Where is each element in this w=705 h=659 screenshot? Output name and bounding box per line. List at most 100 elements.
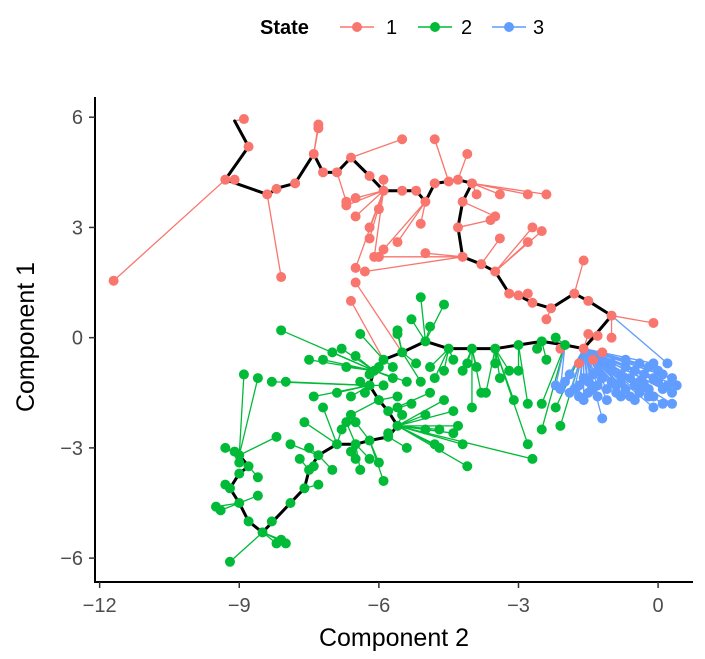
point-state-2-67 [359, 387, 370, 398]
point-state-2-109 [536, 424, 547, 435]
point-state-2-20 [397, 347, 408, 358]
point-state-2-87 [448, 354, 459, 365]
point-state-1-29 [527, 297, 538, 308]
point-state-1-54 [522, 237, 533, 248]
point-state-1-32 [583, 295, 594, 306]
point-state-3-11 [597, 373, 608, 384]
point-state-2-130 [392, 402, 403, 413]
point-state-2-23 [466, 343, 477, 354]
point-state-2-92 [448, 406, 459, 417]
point-state-2-84 [425, 362, 436, 373]
point-state-2-105 [508, 395, 519, 406]
point-state-2-93 [452, 420, 463, 431]
point-state-3-37 [662, 380, 673, 391]
connector-1-42 [573, 260, 585, 294]
legend: State 1 2 3 [260, 17, 544, 39]
point-state-1-11 [331, 167, 342, 178]
point-state-2-46 [313, 479, 324, 490]
connector-1-62 [355, 190, 384, 217]
point-state-2-26 [536, 336, 547, 347]
point-state-1-20 [452, 174, 463, 185]
point-state-2-81 [406, 398, 417, 409]
point-state-1-19 [443, 176, 454, 187]
point-state-2-9 [313, 450, 324, 461]
point-state-2-108 [550, 402, 561, 413]
point-state-1-1 [220, 174, 231, 185]
connector-1-34 [611, 314, 654, 324]
point-state-2-24 [490, 343, 501, 354]
point-state-2-37 [215, 505, 226, 516]
point-state-1-25 [476, 259, 487, 270]
x-tick-label-3: −3 [507, 595, 530, 617]
point-state-3-20 [620, 362, 631, 373]
point-state-3-10 [592, 391, 603, 402]
point-state-2-68 [345, 409, 356, 420]
point-state-2-94 [434, 424, 445, 435]
point-state-2-69 [341, 417, 352, 428]
point-state-1-7 [308, 148, 319, 159]
point-state-3-46 [564, 387, 575, 398]
point-state-3-18 [615, 376, 626, 387]
point-state-1-38 [578, 343, 589, 354]
connector-1-70 [383, 201, 426, 250]
point-state-1-39 [597, 347, 608, 358]
point-state-2-48 [304, 442, 315, 453]
connector-2-43 [290, 443, 319, 456]
point-state-2-128 [387, 362, 398, 373]
point-state-2-129 [397, 409, 408, 420]
point-state-3-7 [583, 376, 594, 387]
point-state-1-18 [429, 178, 440, 189]
point-state-2-111 [527, 453, 538, 464]
point-state-2-118 [392, 325, 403, 336]
point-state-3-41 [671, 380, 682, 391]
point-state-2-89 [471, 362, 482, 373]
point-state-1-73 [350, 262, 361, 273]
point-state-3-53 [657, 398, 668, 409]
point-state-1-69 [392, 237, 403, 248]
point-state-2-14 [392, 420, 403, 431]
connector-1-45 [457, 219, 491, 229]
point-state-1-57 [462, 148, 473, 159]
point-state-1-14 [378, 185, 389, 196]
point-state-1-40 [587, 354, 598, 365]
point-state-3-43 [667, 398, 678, 409]
point-state-2-126 [364, 369, 375, 380]
point-state-2-88 [462, 358, 473, 369]
point-state-3-40 [667, 387, 678, 398]
connector-1-46 [480, 238, 501, 265]
point-state-1-33 [606, 310, 617, 321]
point-state-2-79 [392, 391, 403, 402]
point-state-2-53 [327, 347, 338, 358]
point-state-1-61 [373, 204, 384, 215]
point-state-2-102 [494, 373, 505, 384]
connector-1-63 [346, 190, 384, 206]
legend-entry-2: 2 [418, 17, 472, 39]
point-state-2-34 [252, 490, 263, 501]
point-state-2-125 [387, 373, 398, 384]
point-state-3-52 [643, 391, 654, 402]
point-state-2-121 [513, 365, 524, 376]
point-state-1-50 [522, 189, 533, 200]
legend-key-point-2 [430, 22, 440, 32]
point-state-2-22 [443, 343, 454, 354]
point-state-2-63 [318, 402, 329, 413]
point-state-2-12 [364, 435, 375, 446]
point-state-1-58 [429, 134, 440, 145]
point-state-1-2 [243, 141, 254, 152]
legend-key-point-1 [352, 22, 362, 32]
point-state-3-42 [648, 402, 659, 413]
point-state-2-122 [550, 332, 561, 343]
point-state-1-31 [569, 288, 580, 299]
y-ticks: 6 3 0 −3 −6 [60, 107, 95, 570]
legend-label-1: 1 [386, 17, 397, 39]
point-state-2-62 [308, 391, 319, 402]
x-tick-label-2: −6 [367, 595, 390, 617]
point-state-1-60 [378, 174, 389, 185]
point-state-1-42 [578, 255, 589, 266]
point-state-2-2 [266, 516, 277, 527]
point-state-3-27 [639, 369, 650, 380]
point-state-3-36 [657, 369, 668, 380]
connector-1-78 [266, 194, 282, 278]
point-state-1-30 [546, 303, 557, 314]
